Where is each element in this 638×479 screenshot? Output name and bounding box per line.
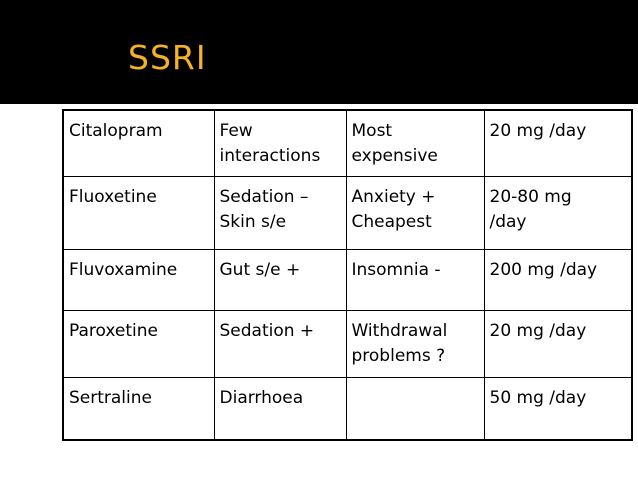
- drug-name: Sertraline: [69, 387, 152, 408]
- dose-cell: 200 mg /day: [483, 248, 633, 311]
- title-bar: SSRI: [0, 0, 638, 104]
- note-cell: Most expensive: [345, 109, 485, 177]
- dose-cell: 20 mg /day: [483, 309, 633, 378]
- drug-cell: Sertraline: [62, 376, 215, 441]
- effect-cell: Sedation +: [213, 309, 347, 378]
- effect-cell: Few interactions: [213, 109, 347, 177]
- effect-text: Skin s/e: [219, 211, 287, 232]
- table-row: Citalopram Few interactions Most expensi…: [62, 109, 633, 177]
- note-cell: Insomnia -: [345, 248, 485, 311]
- effect-text: Few: [219, 121, 253, 141]
- effect-text: Sedation +: [219, 320, 315, 341]
- note-text: problems ?: [351, 345, 446, 366]
- effect-text: Diarrhoea: [219, 387, 304, 408]
- dose-text: 20 mg /day: [489, 320, 587, 341]
- dose-cell: 20-80 mg /day: [483, 175, 633, 250]
- dose-text: 50 mg /day: [489, 387, 587, 408]
- effect-cell: Gut s/e +: [213, 248, 347, 311]
- dose-cell: 50 mg /day: [483, 376, 633, 441]
- drug-name: Paroxetine: [69, 320, 159, 341]
- note-cell: [345, 376, 485, 441]
- drug-cell: Fluvoxamine: [62, 248, 215, 311]
- table-row: Fluoxetine Sedation – Skin s/e Anxiety +…: [62, 175, 633, 250]
- drug-cell: Fluoxetine: [62, 175, 215, 250]
- slide-title: SSRI: [128, 38, 207, 77]
- effect-cell: Sedation – Skin s/e: [213, 175, 347, 250]
- table-row: Fluvoxamine Gut s/e + Insomnia - 200 mg …: [62, 248, 633, 311]
- dose-cell: 20 mg /day: [483, 109, 633, 177]
- note-text: expensive: [351, 146, 438, 166]
- dose-text: 20-80 mg: [489, 186, 572, 207]
- ssri-table: Citalopram Few interactions Most expensi…: [62, 109, 633, 441]
- effect-text: Gut s/e +: [219, 259, 301, 280]
- dose-text: /day: [489, 211, 527, 232]
- note-text: Anxiety +: [351, 186, 436, 207]
- effect-cell: Diarrhoea: [213, 376, 347, 441]
- table-row: Paroxetine Sedation + Withdrawal problem…: [62, 309, 633, 378]
- drug-cell: Citalopram: [62, 109, 215, 177]
- note-cell: Withdrawal problems ?: [345, 309, 485, 378]
- note-text: Insomnia -: [351, 259, 441, 280]
- table-row: Sertraline Diarrhoea 50 mg /day: [62, 376, 633, 441]
- note-text: Most: [351, 121, 393, 141]
- dose-text: 20 mg /day: [489, 121, 587, 141]
- effect-text: Sedation –: [219, 186, 309, 207]
- dose-text: 200 mg /day: [489, 259, 598, 280]
- drug-name: Fluoxetine: [69, 186, 157, 207]
- drug-name: Citalopram: [69, 121, 163, 141]
- drug-name: Fluvoxamine: [69, 259, 178, 280]
- drug-cell: Paroxetine: [62, 309, 215, 378]
- note-text: Withdrawal: [351, 320, 448, 341]
- effect-text: interactions: [219, 146, 321, 166]
- note-text: Cheapest: [351, 211, 432, 232]
- note-cell: Anxiety + Cheapest: [345, 175, 485, 250]
